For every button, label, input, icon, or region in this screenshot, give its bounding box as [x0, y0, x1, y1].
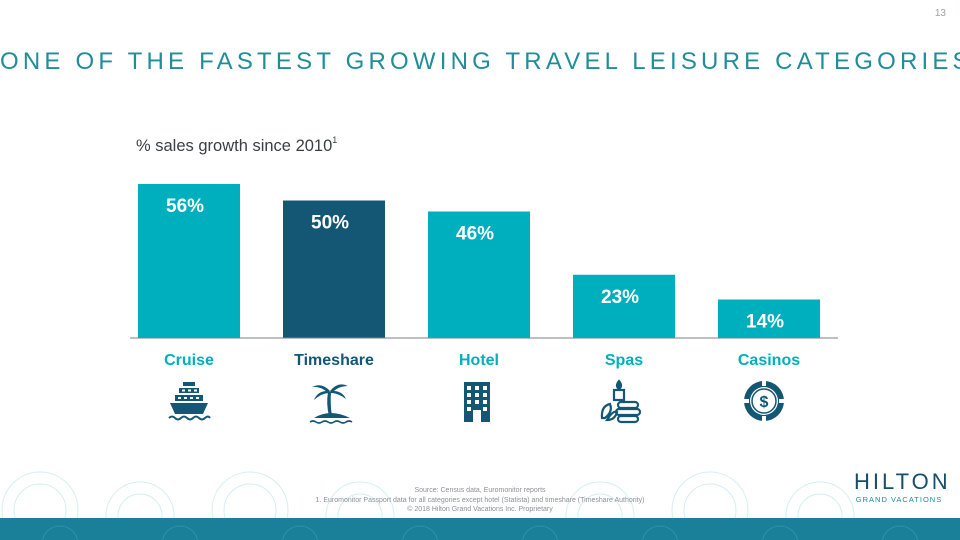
category-label-timeshare: Timeshare: [294, 352, 374, 369]
chart-title: % sales growth since 20101: [136, 135, 338, 156]
data-label-timeshare: 50%: [311, 213, 349, 234]
category-label-cruise: Cruise: [164, 352, 214, 369]
chart-title-footnote: 1: [332, 135, 338, 145]
bar-cruise: [138, 184, 240, 338]
logo-main-text: HILTON: [854, 469, 951, 494]
source-line: Source: Census data, Euromonitor reports: [414, 487, 546, 494]
data-label-hotel: 46%: [456, 224, 494, 245]
data-label-cruise: 56%: [166, 196, 204, 217]
category-label-hotel: Hotel: [459, 352, 499, 369]
category-icons: $: [0, 378, 960, 428]
bar-hotel: [428, 211, 530, 338]
bar-spas: [573, 274, 675, 338]
bar-timeshare: [283, 200, 385, 338]
category-label-casinos: Casinos: [738, 352, 800, 369]
source-notes: Source: Census data, Euromonitor reports…: [0, 486, 960, 515]
svg-text:$: $: [760, 394, 769, 411]
footnote-line: 1. Euromonitor Passport data for all cat…: [315, 496, 645, 504]
logo-sub-text: GRAND VACATIONS: [855, 495, 943, 504]
casino-chip-icon: $: [743, 380, 785, 422]
spa-stones-icon: [600, 379, 642, 424]
data-label-spas: 23%: [601, 287, 639, 308]
hotel-building-icon: [464, 382, 490, 422]
data-label-casinos: 14%: [746, 312, 784, 333]
chart-title-text: % sales growth since 2010: [136, 137, 333, 155]
palm-island-icon: [309, 384, 353, 424]
footer-pattern: [41, 525, 919, 540]
slide-title: ONE OF THE FASTEST GROWING TRAVEL LEISUR…: [0, 48, 960, 76]
bar-casinos: [718, 299, 820, 338]
category-label-spas: Spas: [605, 352, 643, 369]
cruise-ship-icon: [168, 382, 211, 421]
copyright-line: © 2018 Hilton Grand Vacations Inc. Propr…: [407, 506, 553, 513]
bar-chart: 56% Cruise 50% Timeshare 46% Hotel 23% Spas 14% C…: [130, 184, 838, 369]
decorative-swirl-pattern: [1, 471, 855, 520]
hilton-logo: HILTON GRAND VACATIONS: [854, 469, 951, 505]
footer-band: [0, 518, 960, 540]
page-number: 13: [934, 8, 946, 19]
